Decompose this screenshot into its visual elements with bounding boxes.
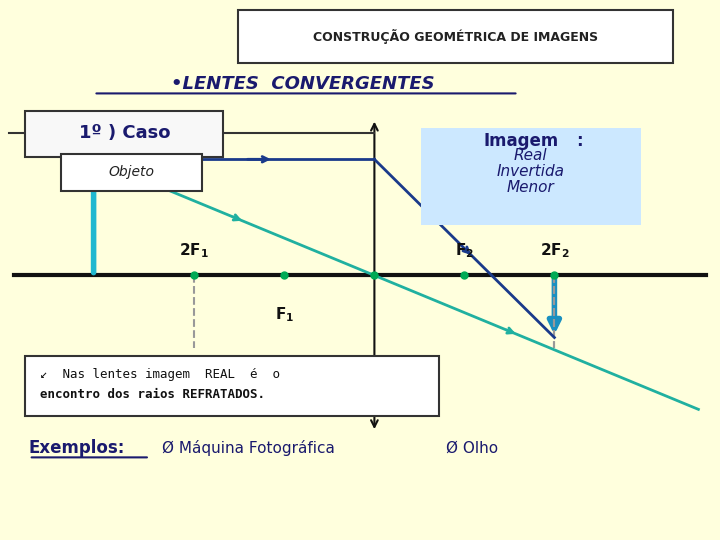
Text: $\mathbf{2F_2}$: $\mathbf{2F_2}$: [539, 241, 570, 260]
Text: :: :: [576, 132, 582, 151]
Text: encontro dos raios REFRATADOS.: encontro dos raios REFRATADOS.: [40, 388, 265, 401]
Text: 1º ) Caso: 1º ) Caso: [78, 124, 171, 143]
Text: Ø Máquina Fotográfica: Ø Máquina Fotográfica: [162, 440, 335, 456]
FancyBboxPatch shape: [61, 154, 202, 191]
Text: Objeto: Objeto: [109, 165, 155, 179]
FancyBboxPatch shape: [421, 128, 641, 225]
Text: Menor: Menor: [507, 180, 554, 195]
Text: Real: Real: [514, 148, 547, 163]
Text: Imagem: Imagem: [484, 132, 559, 151]
FancyBboxPatch shape: [25, 111, 223, 157]
Text: •LENTES  CONVERGENTES: •LENTES CONVERGENTES: [171, 75, 434, 93]
Text: Exemplos:: Exemplos:: [29, 439, 125, 457]
Text: $\mathbf{F_2}$: $\mathbf{F_2}$: [455, 241, 474, 260]
Text: CONSTRUÇÃO GEOMÉTRICA DE IMAGENS: CONSTRUÇÃO GEOMÉTRICA DE IMAGENS: [313, 29, 598, 44]
Text: $\mathbf{2F_1}$: $\mathbf{2F_1}$: [179, 241, 210, 260]
FancyBboxPatch shape: [25, 356, 439, 416]
Text: $\mathbf{F_1}$: $\mathbf{F_1}$: [275, 305, 294, 324]
FancyBboxPatch shape: [238, 10, 673, 63]
Text: Invertida: Invertida: [497, 164, 564, 179]
Text: Ø Olho: Ø Olho: [446, 441, 498, 456]
Text: ↙  Nas lentes imagem  REAL  é  o: ↙ Nas lentes imagem REAL é o: [40, 368, 279, 381]
